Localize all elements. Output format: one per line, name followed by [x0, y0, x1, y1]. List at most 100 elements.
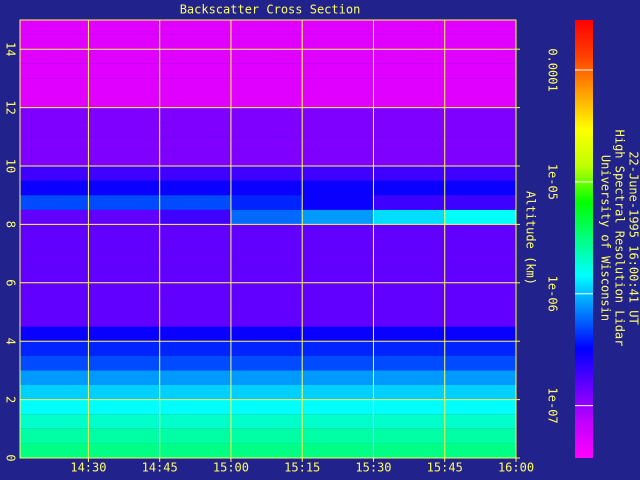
- heatmap-cell: [302, 239, 374, 254]
- heatmap-cell: [302, 399, 374, 415]
- heatmap-cell: [159, 34, 231, 50]
- heatmap-cell: [230, 326, 303, 342]
- heatmap-cell: [20, 341, 89, 356]
- heatmap-cell: [302, 253, 374, 269]
- heatmap-cell: [373, 268, 445, 283]
- heatmap-cell: [373, 253, 445, 269]
- heatmap-cell: [230, 107, 303, 123]
- heatmap-cell: [88, 224, 160, 239]
- x-tick-label: 15:15: [284, 461, 320, 475]
- heatmap-cell: [20, 195, 89, 210]
- heatmap-cell: [444, 326, 516, 342]
- heatmap-cell: [88, 297, 160, 312]
- heatmap-cell: [373, 93, 445, 108]
- heatmap-cell: [88, 326, 160, 342]
- y-tick-label: 10: [4, 159, 18, 173]
- heatmap-cell: [20, 49, 89, 64]
- heatmap-cell: [159, 20, 231, 35]
- heatmap-cell: [230, 63, 303, 79]
- heatmap-cell: [20, 78, 89, 93]
- heatmap-cell: [373, 414, 445, 429]
- heatmap-cell: [88, 268, 160, 283]
- heatmap-cell: [88, 136, 160, 152]
- heatmap-cell: [230, 239, 303, 254]
- heatmap-cell: [230, 341, 303, 356]
- heatmap-cell: [373, 326, 445, 342]
- heatmap-cell: [444, 239, 516, 254]
- x-tick-label: 15:45: [427, 461, 463, 475]
- y-tick-label: 6: [4, 279, 18, 286]
- x-tick-label: 15:30: [355, 461, 391, 475]
- y-tick-label: 8: [4, 221, 18, 228]
- heatmap-cell: [302, 428, 374, 444]
- heatmap-cell: [373, 122, 445, 137]
- heatmap-cell: [88, 122, 160, 137]
- heatmap-cell: [20, 239, 89, 254]
- heatmap-cell: [159, 122, 231, 137]
- heatmap-cell: [20, 224, 89, 239]
- heatmap-cell: [373, 355, 445, 371]
- heatmap-cell: [230, 166, 303, 181]
- heatmap-cell: [302, 34, 374, 50]
- heatmap-cell: [159, 297, 231, 312]
- heatmap-cell: [159, 180, 231, 196]
- heatmap-cell: [20, 63, 89, 79]
- heatmap-cell: [302, 370, 374, 385]
- heatmap-cell: [20, 370, 89, 385]
- heatmap-cell: [20, 297, 89, 312]
- heatmap-cell: [444, 209, 516, 225]
- x-tick-label: 14:30: [70, 461, 106, 475]
- heatmap-cell: [302, 180, 374, 196]
- heatmap-cell: [20, 20, 89, 35]
- heatmap-cell: [20, 93, 89, 108]
- heatmap-cell: [88, 399, 160, 415]
- heatmap-cell: [302, 297, 374, 312]
- heatmap-cell: [373, 239, 445, 254]
- heatmap-cell: [159, 399, 231, 415]
- heatmap-cell: [159, 63, 231, 79]
- heatmap-cell: [444, 268, 516, 283]
- heatmap-cell: [88, 428, 160, 444]
- heatmap-cell: [230, 93, 303, 108]
- heatmap-cell: [159, 107, 231, 123]
- heatmap-cell: [159, 414, 231, 429]
- heatmap-cell: [20, 209, 89, 225]
- heatmap-cell: [444, 63, 516, 79]
- heatmap-cell: [302, 209, 374, 225]
- heatmap-cell: [302, 93, 374, 108]
- heatmap-cell: [159, 209, 231, 225]
- heatmap-cell: [88, 34, 160, 50]
- heatmap-cell: [20, 326, 89, 342]
- heatmap-cell: [302, 224, 374, 239]
- heatmap-cell: [373, 151, 445, 166]
- heatmap-cell: [302, 107, 374, 123]
- heatmap-cell: [88, 282, 160, 298]
- heatmap-cell: [373, 370, 445, 385]
- heatmap-cell: [302, 326, 374, 342]
- heatmap-cell: [444, 107, 516, 123]
- heatmap-cell: [230, 282, 303, 298]
- heatmap-cell: [302, 355, 374, 371]
- heatmap-cell: [159, 151, 231, 166]
- heatmap-cell: [88, 209, 160, 225]
- heatmap-cell: [444, 34, 516, 50]
- heatmap-cell: [373, 34, 445, 50]
- heatmap-cell: [302, 49, 374, 64]
- heatmap-cell: [230, 34, 303, 50]
- heatmap-cell: [20, 268, 89, 283]
- heatmap-cell: [20, 122, 89, 137]
- heatmap-cell: [159, 78, 231, 93]
- annotation: High Spectral Resolution Lidar: [613, 130, 627, 347]
- heatmap-cell: [159, 370, 231, 385]
- heatmap-cell: [444, 414, 516, 429]
- heatmap-cell: [230, 370, 303, 385]
- heatmap-cell: [373, 78, 445, 93]
- heatmap-cell: [159, 341, 231, 356]
- colorbar-tick-label: 1e-06: [546, 276, 560, 312]
- heatmap-cell: [159, 443, 231, 458]
- heatmap-cell: [302, 414, 374, 429]
- heatmap-cell: [444, 370, 516, 385]
- heatmap-cell: [20, 34, 89, 50]
- heatmap-cell: [159, 166, 231, 181]
